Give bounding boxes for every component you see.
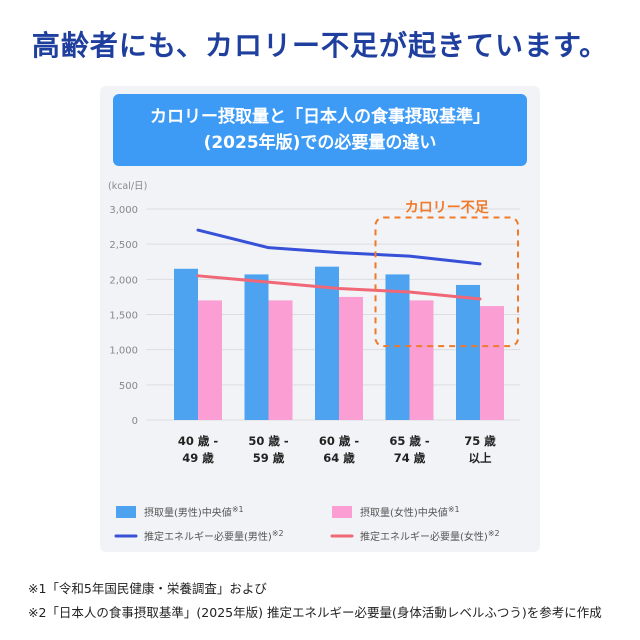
- legend-label: 摂取量(女性)中央値※1: [360, 505, 460, 519]
- category-label: 49 歳: [182, 451, 214, 465]
- bar-intake-male: [244, 274, 269, 420]
- category-label: 75 歳: [464, 434, 496, 448]
- line-required-male: [196, 228, 482, 266]
- category-label: 59 歳: [253, 451, 285, 465]
- bar-intake-male: [456, 284, 480, 420]
- y-tick-label: 1,500: [109, 311, 138, 322]
- category-label: 40 歳 -: [178, 434, 219, 448]
- legend-label: 推定エネルギー必要量(女性)※2: [360, 529, 500, 543]
- category-label: 60 歳 -: [319, 434, 360, 448]
- category-label: 64 歳: [323, 451, 355, 465]
- bar-intake-male: [385, 274, 410, 420]
- category-label: 74 歳: [394, 451, 426, 465]
- category-label: 50 歳 -: [248, 434, 289, 448]
- bar-intake-male: [174, 268, 198, 420]
- legend-label: 摂取量(男性)中央値※1: [144, 505, 244, 519]
- legend-swatch-bar: [116, 506, 136, 518]
- legend-label: 推定エネルギー必要量(男性)※2: [144, 529, 284, 543]
- y-tick-label: 3,000: [109, 205, 138, 216]
- y-axis-unit: (kcal/日): [108, 181, 147, 192]
- chart-title-line1: カロリー摂取量と「日本人の食事摂取基準」: [150, 107, 490, 127]
- legend-note: ※2: [488, 529, 500, 538]
- headline: 高齢者にも、カロリー不足が起きています。: [31, 29, 609, 62]
- bar-intake-female: [268, 300, 293, 420]
- legend-note: ※1: [232, 505, 244, 514]
- y-tick-label: 2,000: [109, 275, 138, 286]
- bar-intake-female: [198, 300, 222, 420]
- category-label: 65 歳 -: [389, 434, 430, 448]
- y-tick-label: 2,500: [109, 240, 138, 251]
- footnote-2: ※2「日本人の食事摂取基準」(2025年版) 推定エネルギー必要量(身体活動レベ…: [28, 605, 602, 620]
- chart-title-line2: (2025年版)での必要量の違い: [203, 133, 437, 153]
- y-tick-label: 0: [132, 416, 138, 427]
- calorie-chart: (kcal/日) 3,000 2,500 2,000 1,500 1,000 500 0 40 …: [108, 181, 520, 543]
- deficit-annotation: カロリー不足: [405, 200, 490, 216]
- y-tick-label: 1,000: [109, 346, 138, 357]
- bar-intake-female: [480, 306, 504, 420]
- legend-note: ※2: [272, 529, 284, 538]
- y-tick-label: 500: [119, 381, 138, 392]
- footnote-1: ※1「令和5年国民健康・栄養調査」および: [28, 581, 267, 596]
- bar-intake-female: [409, 300, 434, 420]
- line-required-female: [196, 274, 482, 301]
- category-label: 以上: [469, 451, 492, 465]
- bar-intake-female: [339, 296, 363, 420]
- chart-title-banner: カロリー摂取量と「日本人の食事摂取基準」 (2025年版)での必要量の違い: [113, 94, 527, 166]
- legend-swatch-bar: [332, 506, 352, 518]
- bar-intake-male: [315, 266, 339, 420]
- legend-note: ※1: [448, 505, 460, 514]
